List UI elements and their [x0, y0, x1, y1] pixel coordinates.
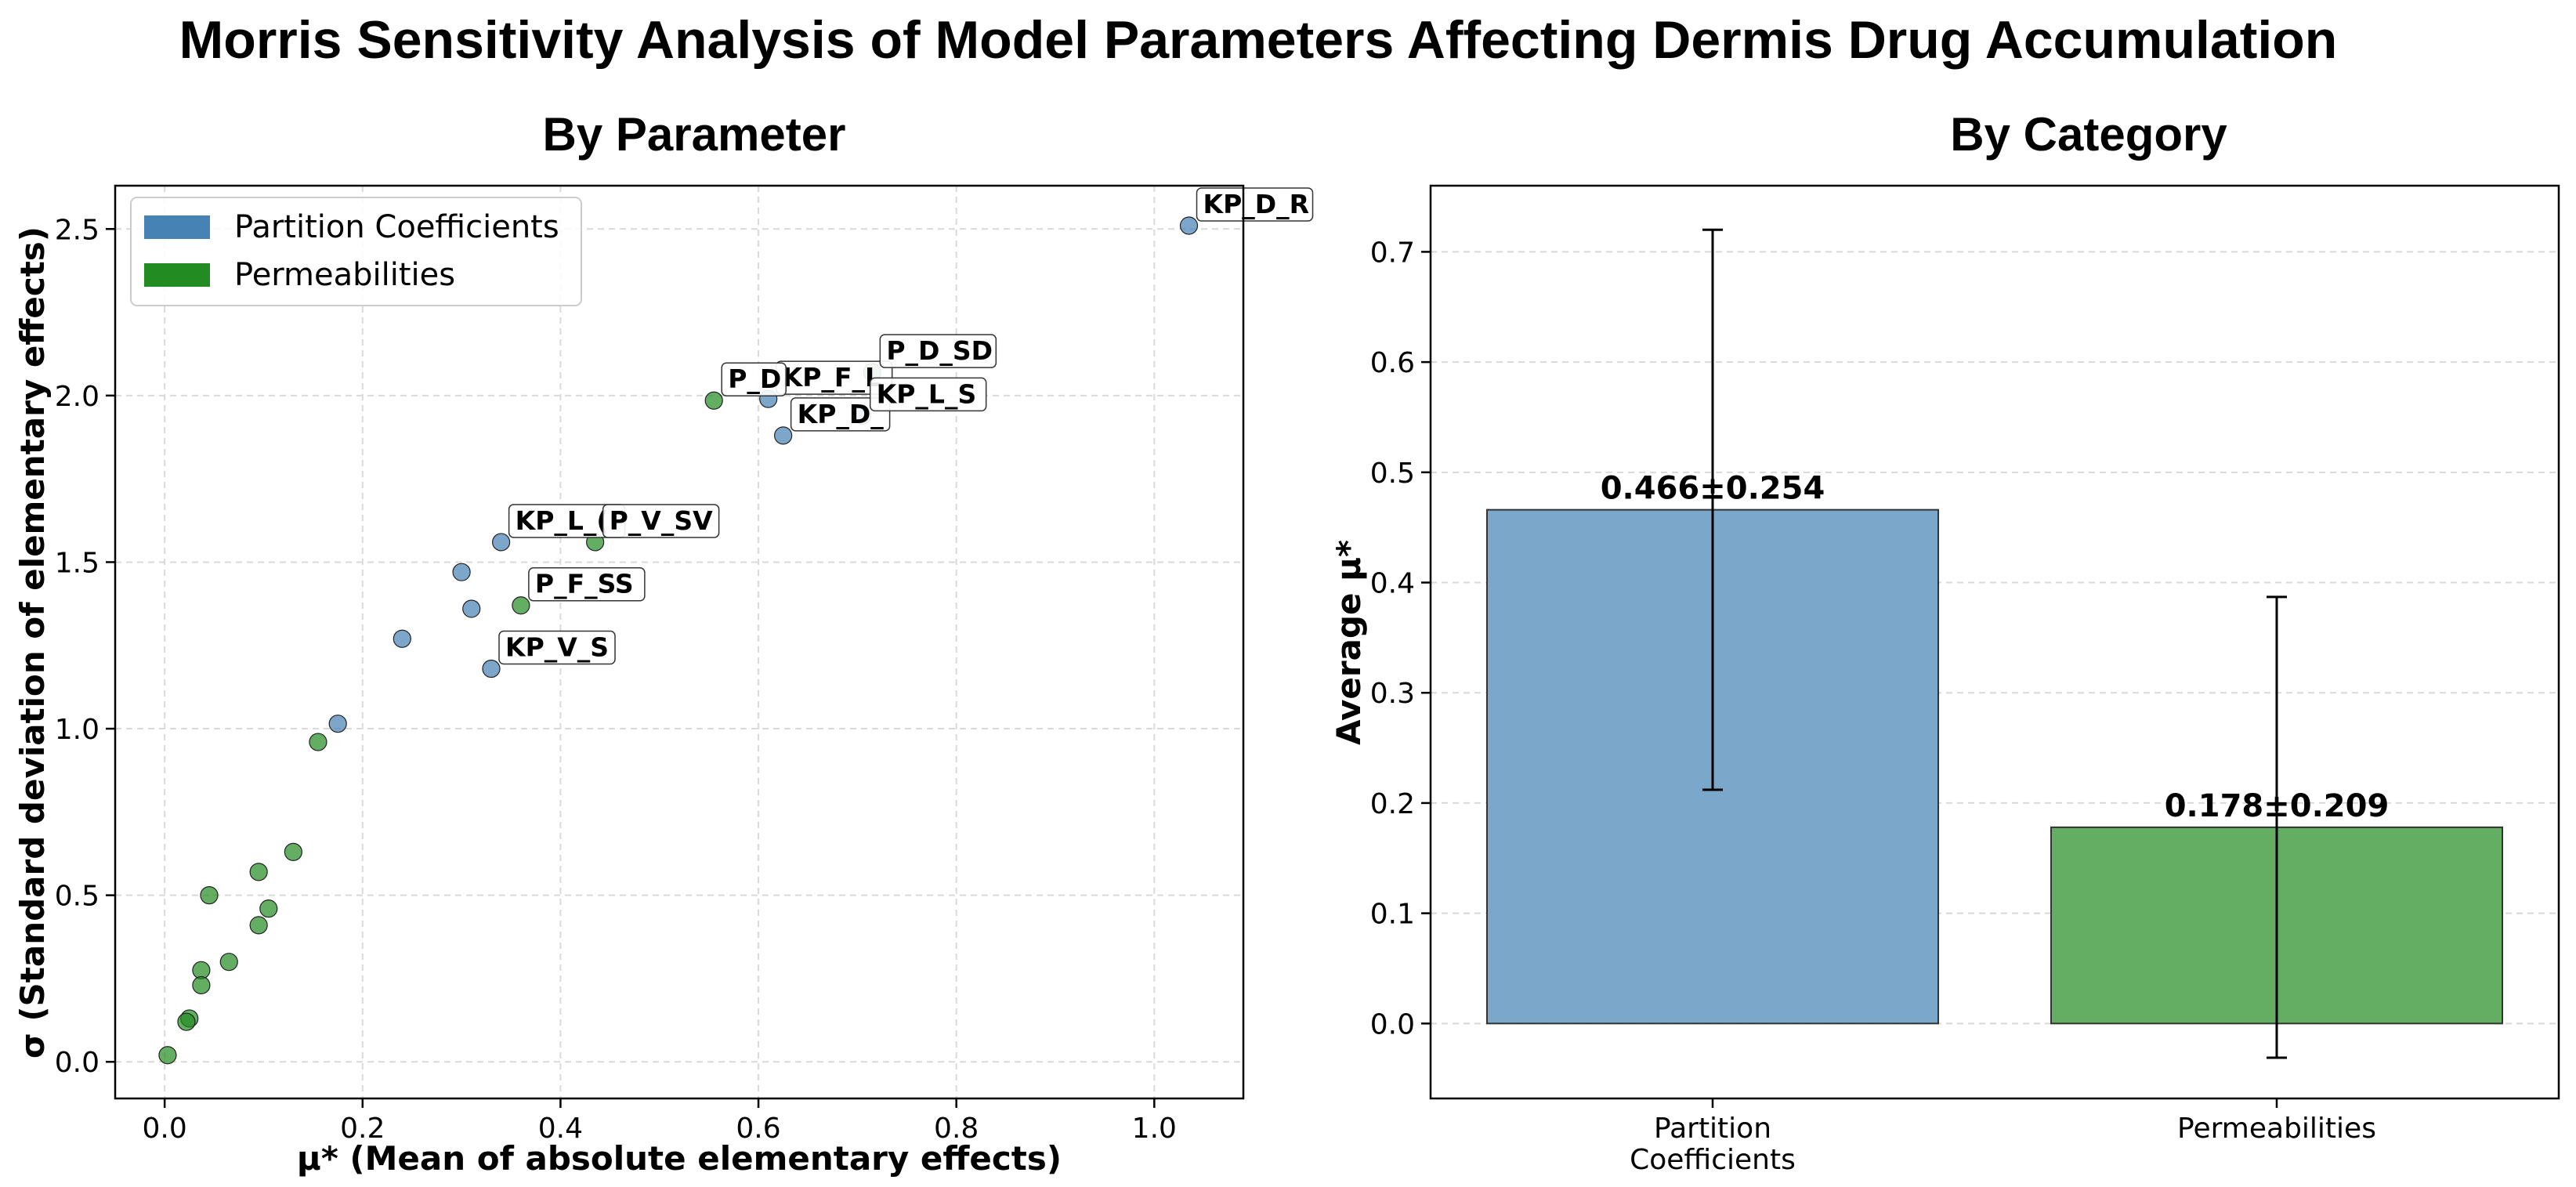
- scatter-points: [158, 216, 1199, 1065]
- point-label-text: P_V_SV: [610, 505, 713, 536]
- bar-value-labels: 0.466±0.254 0.178±0.209: [1601, 471, 2390, 824]
- point-label-p-v-sv: P_V_SV: [602, 504, 720, 538]
- point-label-text: KP_D_: [798, 399, 885, 429]
- point-label-p-d-sd: P_D_SD: [879, 334, 997, 368]
- bar-x-tick-label: Permeabilities: [2177, 1113, 2376, 1145]
- scatter-point-permeabilities: [200, 886, 219, 905]
- bar-y-tick-label: 0.2: [1370, 788, 1415, 820]
- point-label-kp-d: KP_D_: [790, 397, 891, 432]
- scatter-panel: By Parameter 0.0 0.2 0.4 0.6 0.8 1.0 0.0 0.5 1.0…: [13, 108, 1314, 1178]
- scatter-point-partition-coefficients: [774, 426, 793, 445]
- point-label-text: KP_L_(: [516, 505, 609, 536]
- bar-title: By Category: [1950, 108, 2227, 161]
- point-label-kp-l-s: KP_L_S: [869, 377, 987, 412]
- bar-y-tick-label: 0.3: [1370, 678, 1415, 710]
- point-label-text: KP_V_S: [505, 632, 609, 663]
- scatter-y-tick-label: 0.0: [55, 1047, 99, 1079]
- scatter-y-axis-label: σ (Standard deviation of elementary effe…: [13, 226, 52, 1059]
- legend-swatch-partition: [144, 215, 210, 239]
- scatter-point-permeabilities: [249, 916, 268, 935]
- point-label-box: [790, 397, 891, 432]
- scatter-point-permeabilities: [158, 1046, 177, 1065]
- scatter-point-partition-coefficients: [482, 659, 501, 679]
- point-label-p-d: P_D: [721, 362, 787, 396]
- point-label-text: P_D_SD: [886, 335, 993, 366]
- point-label-box: [869, 377, 987, 412]
- point-label-text: P_D: [728, 364, 781, 394]
- bar-ticks: 0.0 0.1 0.2 0.3 0.4 0.5 0.6 0.7 PartitionCoeffic…: [1370, 237, 2376, 1176]
- scatter-x-axis-label: μ* (Mean of absolute elementary effects): [297, 1139, 1062, 1178]
- scatter-point-partition-coefficients: [452, 563, 471, 581]
- bar-y-tick-label: 0.4: [1370, 568, 1415, 600]
- point-label-kp-d-r: KP_D_R: [1196, 187, 1314, 222]
- scatter-ticks: 0.0 0.2 0.4 0.6 0.8 1.0 0.0 0.5 1.0 1.5 2.0 2.5: [55, 214, 1177, 1145]
- bar-x-tick-label: Partition: [1654, 1113, 1771, 1145]
- legend-entry-permeability: Permeabilities: [234, 257, 455, 293]
- bar-y-tick-label: 0.5: [1370, 458, 1415, 490]
- scatter-legend: Partition Coefficients Permeabilities: [130, 197, 582, 306]
- scatter-point-permeabilities: [309, 733, 327, 751]
- bar-y-tick-label: 0.6: [1370, 347, 1415, 379]
- point-label-text: KP_D_R: [1203, 189, 1310, 219]
- scatter-y-tick-label: 1.5: [55, 547, 99, 579]
- point-label-text: KP_F_L: [783, 362, 881, 393]
- scatter-point-permeabilities: [192, 975, 211, 995]
- scatter-title: By Parameter: [543, 108, 846, 161]
- scatter-x-tick-label: 0.6: [736, 1113, 780, 1145]
- bar-panel: By Category 0.0 0.1 0.2 0.3 0.4 0.5 0.6 0.7 Part…: [1330, 108, 2560, 1176]
- scatter-point-permeabilities: [284, 842, 302, 861]
- point-label-kp-f-l: KP_F_L: [775, 360, 893, 395]
- scatter-point-permeabilities: [512, 596, 530, 615]
- bar-value-label-partition-coefficients: 0.466±0.254: [1601, 471, 1825, 507]
- point-label-box: [602, 504, 720, 538]
- point-label-text: KP_L_S: [877, 378, 977, 409]
- point-label-kp-v-s: KP_V_S: [498, 630, 616, 665]
- scatter-point-partition-coefficients: [462, 599, 481, 618]
- scatter-point-permeabilities: [259, 899, 278, 918]
- point-label-box: [1196, 187, 1314, 222]
- point-label-box: [721, 362, 787, 396]
- point-label-box: [879, 334, 997, 368]
- scatter-point-permeabilities: [704, 391, 723, 410]
- bar-y-tick-label: 0.7: [1370, 237, 1415, 269]
- scatter-x-tick-label: 0.8: [934, 1113, 979, 1145]
- scatter-y-tick-label: 2.5: [55, 214, 99, 246]
- scatter-point-permeabilities: [219, 953, 238, 972]
- legend-swatch-permeability: [144, 263, 210, 287]
- point-label-text: P_F_SS: [535, 569, 634, 599]
- point-label-box: [528, 566, 646, 602]
- scatter-point-partition-coefficients: [393, 629, 411, 648]
- bar-x-tick-label: Coefficients: [1630, 1144, 1796, 1176]
- scatter-y-tick-label: 1.0: [55, 714, 99, 746]
- scatter-point-labels: KP_D_R KP_F_L KP_D_KP_L_S KP_L_( KP_V_S P_D_S…: [498, 187, 1314, 665]
- scatter-x-tick-label: 0.4: [538, 1113, 583, 1145]
- scatter-point-partition-coefficients: [1179, 216, 1199, 235]
- scatter-y-tick-label: 0.5: [55, 881, 99, 913]
- scatter-point-permeabilities: [177, 1012, 196, 1031]
- scatter-y-tick-label: 2.0: [55, 381, 99, 413]
- bar-value-label-permeabilities: 0.178±0.209: [2165, 788, 2390, 824]
- scatter-point-partition-coefficients: [328, 715, 347, 733]
- bar-plot-frame: [1429, 184, 2560, 1100]
- bar-y-tick-label: 0.0: [1370, 1008, 1415, 1040]
- scatter-point-partition-coefficients: [492, 533, 511, 552]
- point-label-p-f-ss: P_F_SS: [528, 566, 646, 602]
- scatter-point-permeabilities: [249, 863, 268, 881]
- legend-box: [130, 197, 582, 306]
- scatter-x-tick-label: 1.0: [1132, 1113, 1177, 1145]
- scatter-x-tick-label: 0.2: [340, 1113, 385, 1145]
- bar-y-tick-label: 0.1: [1370, 899, 1415, 931]
- scatter-x-tick-label: 0.0: [143, 1113, 187, 1145]
- scatter-gridlines: [115, 186, 1243, 1098]
- legend-entry-partition: Partition Coefficients: [234, 209, 559, 245]
- figure-title: Morris Sensitivity Analysis of Model Par…: [179, 10, 2338, 70]
- bar-error-bars: [1702, 228, 2287, 1059]
- point-label-box: [498, 630, 616, 665]
- scatter-plot-frame: [114, 184, 1245, 1100]
- bar-bars: [1486, 508, 2503, 1025]
- bar-y-axis-label: Average μ*: [1330, 540, 1368, 745]
